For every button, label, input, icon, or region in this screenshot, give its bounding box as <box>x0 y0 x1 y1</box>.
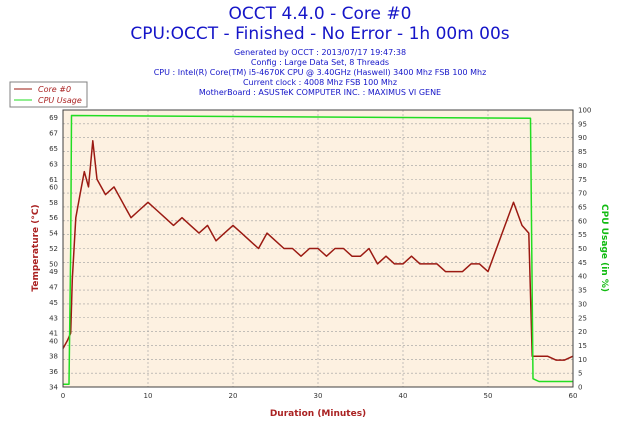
y-tick-label-right: 75 <box>578 176 587 184</box>
y-tick-label-right: 20 <box>578 328 587 336</box>
y-tick-label-right: 30 <box>578 300 587 308</box>
y-tick-label-left: 67 <box>49 130 58 138</box>
y-tick-label-right: 55 <box>578 231 587 239</box>
y-tick-label-right: 80 <box>578 162 587 170</box>
y-tick-label-right: 100 <box>578 107 591 115</box>
y-tick-label-left: 63 <box>49 160 58 168</box>
y-tick-label-left: 45 <box>49 299 58 307</box>
y-tick-label-right: 50 <box>578 245 587 253</box>
series-lines <box>62 114 574 385</box>
y-tick-label-left: 56 <box>49 214 58 222</box>
x-tick-label: 40 <box>399 392 408 400</box>
y-tick-label-left: 41 <box>49 330 58 338</box>
x-tick-label: 50 <box>484 392 493 400</box>
y-axis-title-right: CPU Usage (in %) <box>599 204 609 292</box>
y-tick-label-left: 61 <box>49 176 58 184</box>
plot-frame <box>62 109 574 388</box>
x-tick-label: 30 <box>314 392 323 400</box>
y-tick-label-left: 52 <box>49 245 58 253</box>
series-line-core0 <box>62 140 574 361</box>
info-cpu: CPU : Intel(R) Core(TM) i5-4670K CPU @ 3… <box>153 68 487 77</box>
legend-box <box>9 81 88 108</box>
y-tick-label-right: 25 <box>578 314 587 322</box>
y-tick-label-right: 10 <box>578 356 587 364</box>
y-tick-label-right: 0 <box>578 384 582 392</box>
x-tick-label: 60 <box>569 392 578 400</box>
y-tick-label-left: 38 <box>49 353 58 361</box>
y-tick-label-left: 69 <box>49 114 58 122</box>
y-tick-label-left: 43 <box>49 314 58 322</box>
y-tick-label-right: 95 <box>578 120 587 128</box>
y-tick-label-left: 34 <box>49 384 58 392</box>
legend-label-core0: Core #0 <box>38 85 71 94</box>
y-tick-label-right: 90 <box>578 134 587 142</box>
y-tick-label-right: 70 <box>578 190 587 198</box>
chart-title: OCCT 4.4.0 - Core #0 <box>228 4 412 24</box>
y-tick-label-right: 5 <box>578 370 582 378</box>
info-clock: Current clock : 4008 Mhz FSB 100 Mhz <box>242 78 398 87</box>
legend: Core #0 CPU Usage <box>9 81 88 108</box>
info-generated: Generated by OCCT : 2013/07/17 19:47:38 <box>233 48 407 57</box>
x-tick-label: 0 <box>61 392 65 400</box>
info-config: Config : Large Data Set, 8 Threads <box>250 58 390 67</box>
x-axis-title: Duration (Minutes) <box>270 409 366 419</box>
y-tick-label-left: 40 <box>49 337 58 345</box>
y-tick-label-left: 65 <box>49 145 58 153</box>
y-tick-label-left: 47 <box>49 283 58 291</box>
axis-ticks: 0 10 20 30 40 50 60343638404143454749505254565… <box>49 107 591 401</box>
chart-subtitle: CPU:OCCT - Finished - No Error - 1h 00m … <box>130 24 510 44</box>
y-tick-label-left: 54 <box>49 230 58 238</box>
y-tick-label-right: 45 <box>578 259 587 267</box>
info-motherboard: MotherBoard : ASUSTeK COMPUTER INC. : MA… <box>198 88 442 97</box>
y-tick-label-left: 58 <box>49 199 58 207</box>
x-tick-label: 10 <box>144 392 153 400</box>
y-tick-label-right: 65 <box>578 203 587 211</box>
legend-label-cpu-usage: CPU Usage <box>38 96 82 105</box>
y-tick-label-left: 36 <box>49 368 58 376</box>
y-tick-label-left: 60 <box>49 183 58 191</box>
y-tick-label-right: 40 <box>578 273 587 281</box>
y-tick-label-right: 35 <box>578 287 587 295</box>
y-tick-label-left: 49 <box>49 268 58 276</box>
y-tick-label-left: 50 <box>49 260 58 268</box>
series-line-cpu-usage <box>63 114 573 385</box>
y-tick-label-right: 60 <box>578 217 587 225</box>
y-tick-label-right: 85 <box>578 148 587 156</box>
x-tick-label: 20 <box>229 392 238 400</box>
y-axis-title-left: Temperature (°C) <box>31 204 41 291</box>
y-tick-label-right: 15 <box>578 342 587 350</box>
